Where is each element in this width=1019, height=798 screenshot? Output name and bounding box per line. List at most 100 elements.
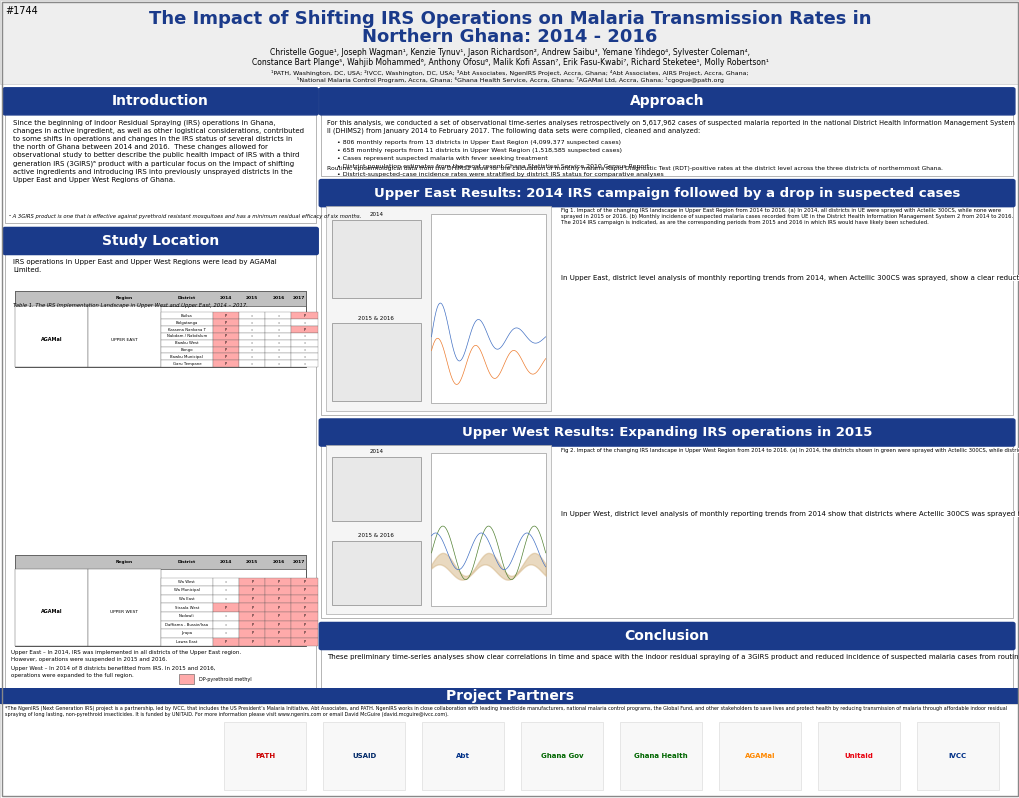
Text: o: o — [277, 355, 279, 359]
FancyBboxPatch shape — [213, 629, 238, 638]
Text: P: P — [304, 623, 306, 627]
Text: ¹PATH, Washington, DC, USA; ²IVCC, Washington, DC, USA; ³Abt Associates, NgenIRS: ¹PATH, Washington, DC, USA; ²IVCC, Washi… — [271, 70, 748, 83]
FancyBboxPatch shape — [431, 214, 545, 403]
Text: AGAMal: AGAMal — [41, 338, 62, 342]
Text: Builsa: Builsa — [180, 314, 193, 318]
Text: P: P — [251, 606, 253, 610]
FancyBboxPatch shape — [160, 595, 213, 603]
Text: P: P — [304, 588, 306, 592]
FancyBboxPatch shape — [238, 578, 265, 587]
Text: P: P — [251, 631, 253, 635]
Text: IVCC: IVCC — [948, 753, 966, 759]
Text: UPPER EAST: UPPER EAST — [111, 338, 138, 342]
FancyBboxPatch shape — [331, 540, 421, 605]
Text: Nabdam / Nabdalum: Nabdam / Nabdalum — [166, 334, 207, 338]
FancyBboxPatch shape — [160, 587, 213, 595]
Text: P: P — [277, 623, 279, 627]
Text: Since the beginning of indoor Residual Spraying (IRS) operations in Ghana,
chang: Since the beginning of indoor Residual S… — [13, 120, 304, 183]
Text: o: o — [303, 334, 306, 338]
Text: 2015: 2015 — [246, 296, 258, 301]
FancyBboxPatch shape — [291, 340, 317, 346]
FancyBboxPatch shape — [160, 333, 213, 340]
FancyBboxPatch shape — [160, 629, 213, 638]
Text: PATH: PATH — [255, 753, 275, 759]
Text: 2014: 2014 — [369, 212, 383, 217]
FancyBboxPatch shape — [160, 313, 213, 319]
FancyBboxPatch shape — [238, 346, 265, 354]
FancyBboxPatch shape — [291, 578, 317, 587]
Text: Upper East Results: 2014 IRS campaign followed by a drop in suspected cases: Upper East Results: 2014 IRS campaign fo… — [374, 187, 959, 200]
Text: P: P — [277, 614, 279, 618]
Text: o: o — [277, 361, 279, 365]
Text: o: o — [251, 348, 253, 352]
Text: P: P — [225, 342, 227, 346]
FancyBboxPatch shape — [323, 722, 405, 790]
FancyBboxPatch shape — [265, 595, 291, 603]
FancyBboxPatch shape — [238, 340, 265, 346]
Text: P: P — [304, 314, 306, 318]
FancyBboxPatch shape — [160, 319, 213, 326]
FancyBboxPatch shape — [213, 587, 238, 595]
FancyBboxPatch shape — [291, 638, 317, 646]
Text: P: P — [277, 597, 279, 601]
Text: District: District — [177, 296, 196, 301]
FancyBboxPatch shape — [88, 569, 160, 646]
Text: o: o — [303, 321, 306, 325]
FancyBboxPatch shape — [265, 326, 291, 333]
FancyBboxPatch shape — [265, 629, 291, 638]
FancyBboxPatch shape — [15, 306, 88, 367]
FancyBboxPatch shape — [213, 578, 238, 587]
Text: Kassena Nankana T: Kassena Nankana T — [168, 327, 206, 331]
FancyBboxPatch shape — [213, 595, 238, 603]
Text: P: P — [225, 321, 227, 325]
Text: #1744: #1744 — [5, 6, 38, 16]
FancyBboxPatch shape — [265, 587, 291, 595]
FancyBboxPatch shape — [213, 340, 238, 346]
Text: *The NgenIRS (Next Generation IRS) project is a partnership, led by IVCC, that i: *The NgenIRS (Next Generation IRS) proje… — [5, 706, 1006, 717]
Text: 2014: 2014 — [220, 296, 232, 301]
Text: o: o — [251, 355, 253, 359]
FancyBboxPatch shape — [213, 346, 238, 354]
FancyBboxPatch shape — [265, 638, 291, 646]
Text: 2015: 2015 — [246, 559, 258, 564]
FancyBboxPatch shape — [0, 704, 1019, 798]
Text: Upper West Results: Expanding IRS operations in 2015: Upper West Results: Expanding IRS operat… — [462, 426, 871, 439]
FancyBboxPatch shape — [238, 333, 265, 340]
Text: Region: Region — [115, 559, 132, 564]
Text: Nadowli: Nadowli — [178, 614, 195, 618]
Text: Ghana Gov: Ghana Gov — [540, 753, 583, 759]
Text: P: P — [225, 348, 227, 352]
Text: P: P — [251, 623, 253, 627]
FancyBboxPatch shape — [321, 88, 1012, 176]
Text: P: P — [225, 314, 227, 318]
Text: Lawra East: Lawra East — [176, 640, 198, 644]
FancyBboxPatch shape — [291, 326, 317, 333]
Text: Upper East – In 2014, IRS was implemented in all districts of the Upper East reg: Upper East – In 2014, IRS was implemente… — [11, 650, 242, 662]
Text: o: o — [225, 623, 227, 627]
FancyBboxPatch shape — [213, 326, 238, 333]
Text: Wa East: Wa East — [178, 597, 195, 601]
Text: o: o — [277, 348, 279, 352]
FancyBboxPatch shape — [15, 569, 88, 646]
FancyBboxPatch shape — [213, 319, 238, 326]
Text: o: o — [303, 361, 306, 365]
Text: P: P — [277, 640, 279, 644]
FancyBboxPatch shape — [160, 354, 213, 360]
FancyBboxPatch shape — [817, 722, 899, 790]
Text: P: P — [304, 631, 306, 635]
FancyBboxPatch shape — [15, 555, 306, 646]
Text: Bawku West: Bawku West — [175, 342, 199, 346]
FancyBboxPatch shape — [160, 340, 213, 346]
FancyBboxPatch shape — [521, 722, 602, 790]
Text: o: o — [277, 342, 279, 346]
Text: P: P — [225, 606, 227, 610]
FancyBboxPatch shape — [319, 419, 1014, 446]
FancyBboxPatch shape — [265, 612, 291, 621]
FancyBboxPatch shape — [620, 722, 701, 790]
Text: Abt: Abt — [455, 753, 470, 759]
Text: o: o — [225, 597, 227, 601]
Text: Conclusion: Conclusion — [624, 629, 709, 643]
FancyBboxPatch shape — [265, 360, 291, 367]
Text: Introduction: Introduction — [112, 94, 209, 109]
FancyBboxPatch shape — [916, 722, 998, 790]
